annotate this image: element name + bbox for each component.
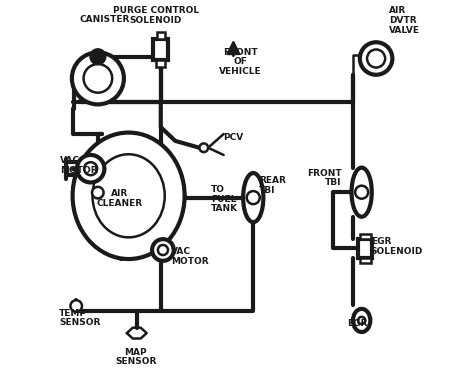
- Circle shape: [77, 155, 104, 182]
- Text: AIR
CLEANER: AIR CLEANER: [97, 189, 143, 208]
- Circle shape: [367, 50, 385, 68]
- Ellipse shape: [92, 154, 165, 237]
- Ellipse shape: [353, 309, 370, 332]
- Bar: [358, 239, 372, 258]
- Circle shape: [200, 144, 208, 152]
- Bar: [157, 32, 165, 38]
- Text: PURGE CONTROL
SOLENOID: PURGE CONTROL SOLENOID: [113, 6, 199, 25]
- Text: TO
FUEL
TANK: TO FUEL TANK: [211, 185, 238, 213]
- Text: MAP
SENSOR: MAP SENSOR: [115, 347, 156, 366]
- Circle shape: [158, 245, 168, 255]
- Text: FRONT
OF
VEHICLE: FRONT OF VEHICLE: [219, 48, 262, 76]
- Circle shape: [83, 64, 112, 92]
- Text: EGR: EGR: [347, 319, 367, 328]
- Circle shape: [358, 317, 365, 324]
- Bar: [360, 258, 371, 263]
- Text: VAC
MOTOR: VAC MOTOR: [60, 156, 98, 175]
- Circle shape: [72, 53, 124, 104]
- Text: AIR
DVTR
VALVE: AIR DVTR VALVE: [389, 6, 420, 34]
- Bar: [153, 38, 168, 60]
- Circle shape: [360, 42, 392, 75]
- Ellipse shape: [243, 173, 264, 222]
- Text: EGR
SOLENOID: EGR SOLENOID: [371, 237, 423, 256]
- Ellipse shape: [352, 168, 372, 217]
- Circle shape: [92, 187, 104, 198]
- Text: PCV: PCV: [223, 132, 244, 142]
- Circle shape: [84, 162, 97, 175]
- Circle shape: [91, 50, 104, 63]
- Text: FRONT
TBI: FRONT TBI: [307, 169, 342, 187]
- Text: TEMP
SENSOR: TEMP SENSOR: [59, 309, 100, 327]
- Circle shape: [355, 186, 368, 199]
- Text: CANISTER: CANISTER: [80, 15, 130, 24]
- Text: REAR
TBI: REAR TBI: [259, 176, 285, 195]
- Ellipse shape: [73, 132, 184, 259]
- Circle shape: [152, 239, 174, 261]
- Circle shape: [71, 300, 82, 312]
- Circle shape: [247, 191, 260, 204]
- Text: VAC
MOTOR: VAC MOTOR: [171, 247, 209, 266]
- Bar: [360, 234, 371, 239]
- Bar: [156, 60, 165, 67]
